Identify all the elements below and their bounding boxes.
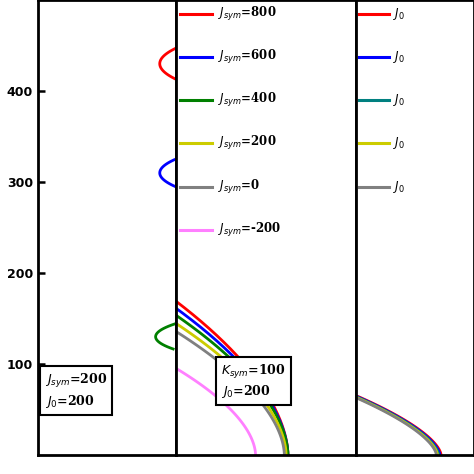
Text: $J_0$: $J_0$ [393,49,405,65]
Text: $J_{sym}$=800: $J_{sym}$=800 [218,5,276,23]
Text: $J_0$: $J_0$ [393,6,405,22]
Text: $J_{sym}$=600: $J_{sym}$=600 [218,48,276,66]
Text: $J_0$: $J_0$ [393,136,405,151]
Text: $K_{sym}$=100
$J_0$=200: $K_{sym}$=100 $J_0$=200 [221,363,286,401]
Text: $J_{sym}$=200
$J_0$=200: $J_{sym}$=200 $J_0$=200 [45,372,107,410]
Text: $J_{sym}$=400: $J_{sym}$=400 [218,91,276,109]
Text: $J_0$: $J_0$ [393,179,405,194]
Text: $J_{sym}$=0: $J_{sym}$=0 [218,178,260,196]
Text: $J_0$: $J_0$ [393,92,405,108]
Text: $J_{sym}$=-200: $J_{sym}$=-200 [218,221,281,239]
Text: $J_{sym}$=200: $J_{sym}$=200 [218,134,276,152]
